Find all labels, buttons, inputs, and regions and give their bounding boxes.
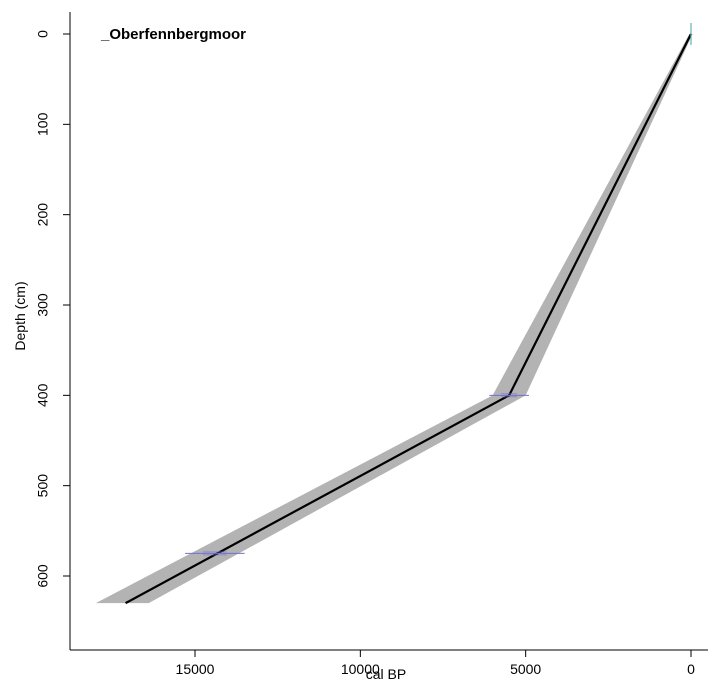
plot-title: _Oberfennbergmoor [100, 26, 246, 43]
y-axis: 0 100 200 300 400 500 600 [35, 12, 71, 650]
y-tick-label: 200 [35, 203, 51, 227]
y-tick-label: 400 [35, 383, 51, 407]
x-tick-label: 10000 [341, 661, 380, 677]
x-tick-label: 15000 [176, 661, 215, 677]
x-axis-title: cal BP [366, 666, 406, 682]
y-axis-title: Depth (cm) [12, 281, 28, 350]
x-tick-label: 5000 [510, 661, 541, 677]
y-tick-label: 0 [35, 30, 51, 38]
uncertainty-band-layer [95, 34, 693, 604]
y-tick-label: 100 [35, 112, 51, 136]
x-tick-label: 0 [687, 661, 695, 677]
plot-area [95, 23, 693, 605]
y-tick-label: 300 [35, 293, 51, 317]
y-tick-label: 600 [35, 564, 51, 588]
uncertainty-band [95, 34, 693, 604]
model-line-0 [125, 33, 692, 605]
dated-sample-1 [489, 393, 529, 398]
dated-sample-2 [185, 551, 245, 556]
y-tick-label: 500 [35, 474, 51, 498]
x-axis: 15000 10000 5000 0 [70, 649, 708, 677]
dates-layer [185, 23, 692, 556]
model-line-layer [125, 33, 692, 605]
